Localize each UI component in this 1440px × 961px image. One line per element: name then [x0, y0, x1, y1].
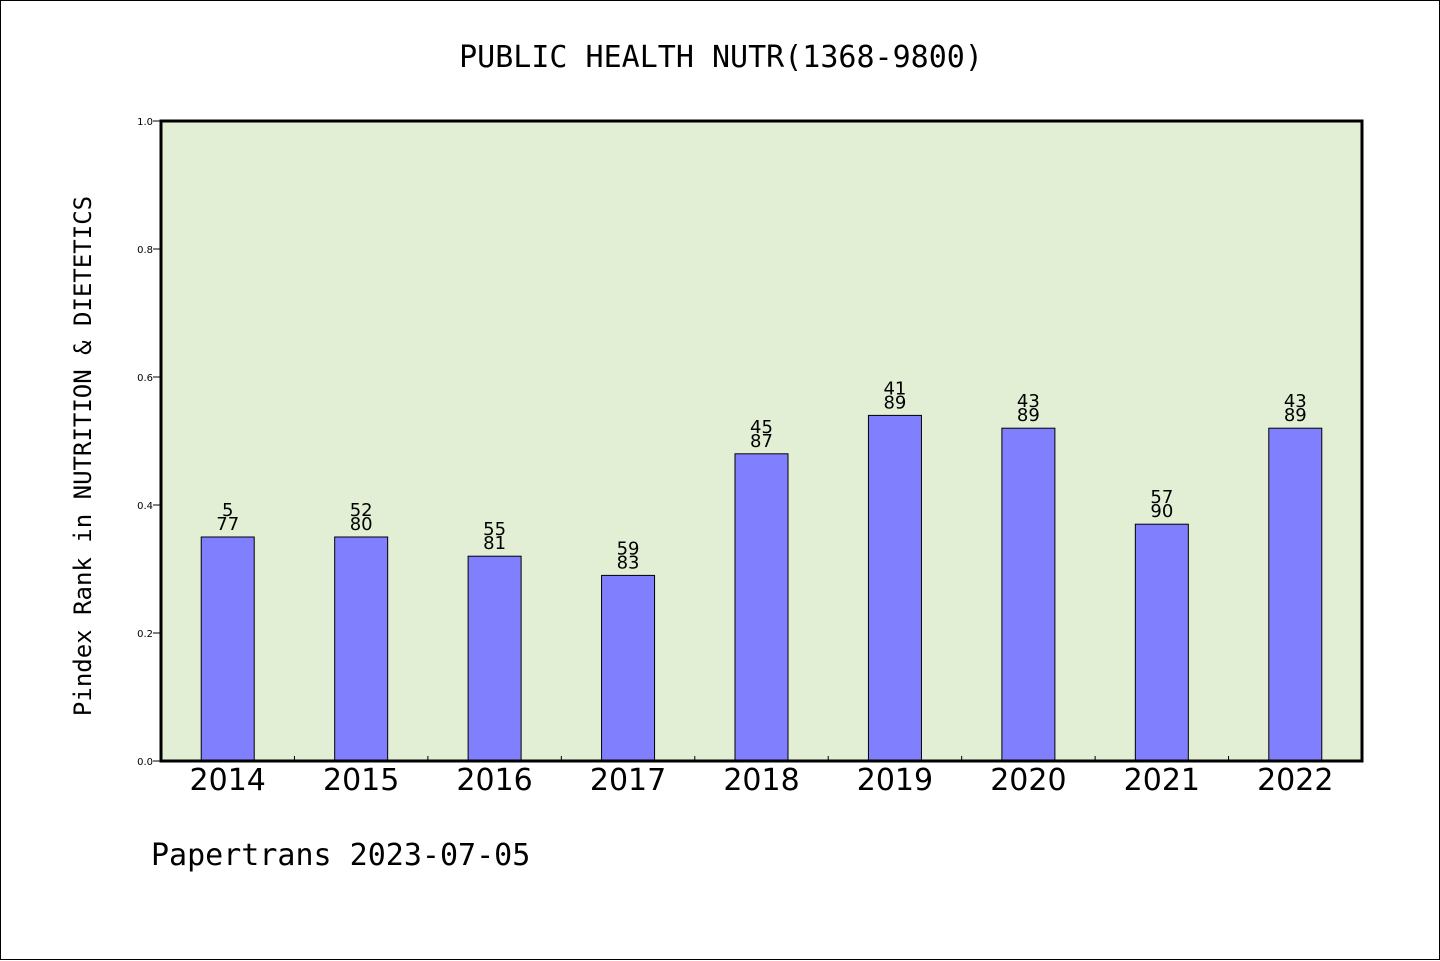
- x-tick-label: 2014: [190, 763, 266, 798]
- bar-rank-label: 59: [617, 538, 640, 559]
- bar-rank-label: 41: [883, 378, 906, 399]
- bar: [1268, 427, 1323, 762]
- y-tick-label: 1.0: [137, 117, 153, 128]
- bar-rank-label: 43: [1284, 391, 1307, 412]
- x-axis: 2014 2015 2016 2017 2018 2019 2020 2021 2022: [190, 756, 1333, 798]
- bar-rank-label: 55: [483, 519, 506, 540]
- x-tick-label: 2018: [723, 763, 799, 798]
- bar: [334, 536, 389, 762]
- plot-border: [159, 119, 1364, 763]
- y-axis-label: Pindex Rank in NUTRITION & DIETETICS: [69, 196, 97, 716]
- y-tick-label: 0.6: [137, 373, 153, 384]
- bar-total-label: 89: [1017, 405, 1040, 426]
- x-tick-label: 2019: [857, 763, 933, 798]
- x-tick-label: 2017: [590, 763, 666, 798]
- bar-total-label: 83: [617, 552, 640, 573]
- bar-total-label: 80: [350, 514, 373, 535]
- bar-rank-label: 57: [1150, 487, 1173, 508]
- bar: [1134, 523, 1189, 762]
- x-tick-label: 2015: [323, 763, 399, 798]
- bar: [601, 574, 656, 762]
- bar: [1001, 427, 1056, 762]
- bar-rank-label: 43: [1017, 391, 1040, 412]
- bar-rank-label: 45: [750, 417, 773, 438]
- y-axis: 0.0 0.2 0.4 0.6 0.8 1.0: [137, 117, 161, 768]
- y-tick-label: 0.2: [137, 629, 153, 640]
- bar-total-label: 89: [1284, 405, 1307, 426]
- y-tick-label: 0.8: [137, 245, 153, 256]
- x-tick-label: 2022: [1257, 763, 1333, 798]
- bar-rank-label: 5: [222, 500, 233, 521]
- bar-rank-label: 52: [350, 500, 373, 521]
- bar: [200, 536, 255, 762]
- bar-total-label: 81: [483, 533, 506, 554]
- bar: [867, 414, 922, 762]
- x-tick-label: 2020: [990, 763, 1066, 798]
- chart-title: PUBLIC HEALTH NUTR(1368-9800): [459, 40, 983, 75]
- bar-total-label: 77: [216, 514, 239, 535]
- bar-total-label: 90: [1150, 501, 1173, 522]
- bar-total-label: 89: [883, 392, 906, 413]
- bar-total-label: 87: [750, 431, 773, 452]
- y-tick-label: 0.4: [137, 501, 153, 512]
- bar: [734, 453, 789, 762]
- x-tick-label: 2021: [1124, 763, 1200, 798]
- footer-credit: Papertrans 2023-07-05: [151, 838, 530, 873]
- y-tick-label: 0.0: [137, 757, 153, 768]
- x-tick-label: 2016: [456, 763, 532, 798]
- bar: [467, 555, 522, 762]
